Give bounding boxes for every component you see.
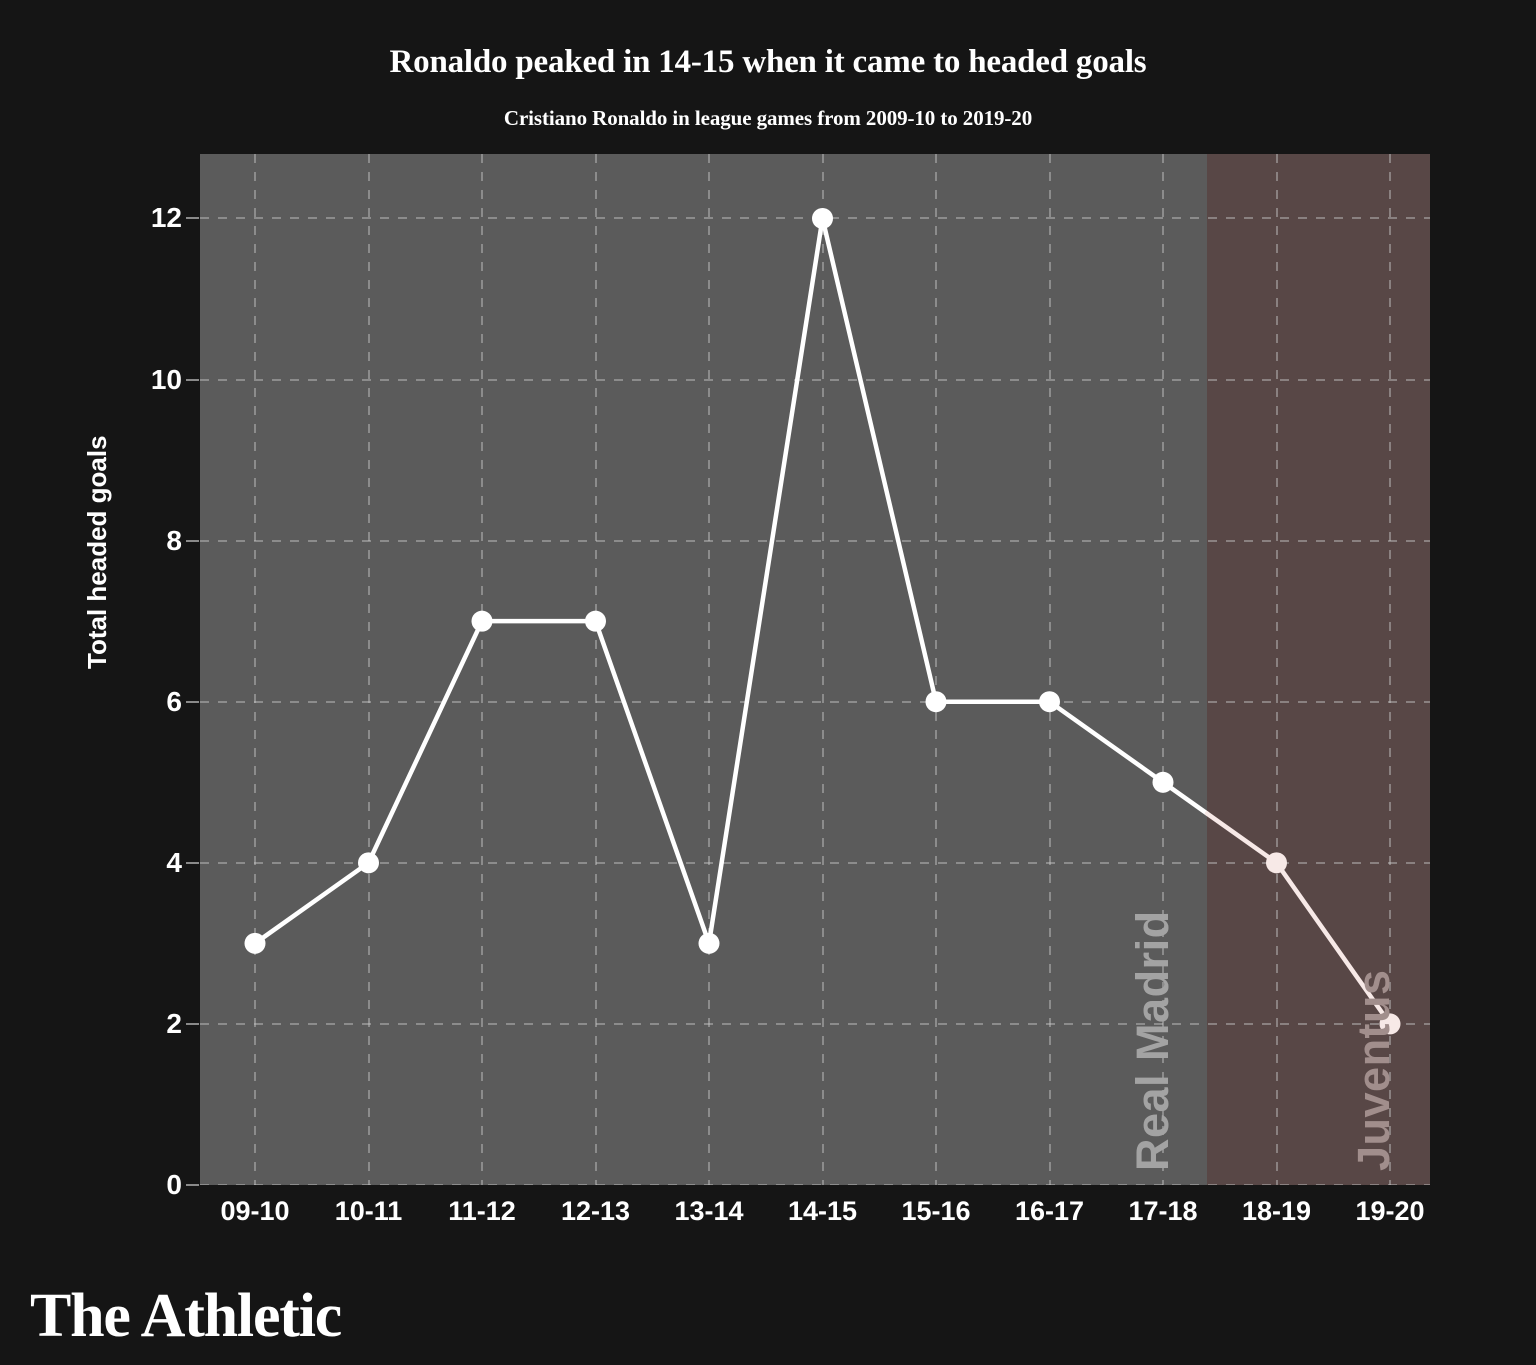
series-line-segment bbox=[366, 618, 485, 866]
page-title: Ronaldo peaked in 14-15 when it came to … bbox=[389, 44, 1147, 80]
x-axis-tick-label: 10-11 bbox=[334, 1196, 403, 1226]
x-axis-tick-label: 16-17 bbox=[1014, 1196, 1085, 1226]
gridline-horizontal bbox=[200, 539, 1430, 542]
x-axis-tick-label: 11-12 bbox=[448, 1196, 516, 1226]
series-line-segment bbox=[706, 216, 825, 946]
gridline-horizontal bbox=[200, 378, 1430, 381]
series-line-segment bbox=[593, 618, 712, 946]
x-axis-tick-label: 18-19 bbox=[1241, 1196, 1312, 1226]
y-axis-tick-mark bbox=[186, 700, 199, 703]
data-point-marker[interactable] bbox=[698, 932, 720, 954]
plot-area: Real Madrid Juventus bbox=[200, 154, 1430, 1185]
data-point-marker[interactable] bbox=[1152, 771, 1174, 793]
series-layer bbox=[244, 207, 1401, 1035]
y-axis-tick-mark bbox=[186, 1184, 199, 1186]
y-axis-tick-label: 4 bbox=[166, 846, 182, 878]
y-axis-tick-mark bbox=[186, 1022, 199, 1025]
gridline-vertical bbox=[935, 154, 937, 1185]
gridline-horizontal bbox=[200, 861, 1430, 864]
region-band-real-madrid bbox=[200, 154, 1207, 1185]
y-axis-tick-mark bbox=[186, 861, 199, 864]
y-axis-title: Total headed goals bbox=[82, 435, 112, 669]
y-axis-tick-label: 12 bbox=[150, 202, 182, 234]
region-label-juventus: Juventus bbox=[1348, 969, 1399, 1171]
chart-subtitle: Cristiano Ronaldo in league games from 2… bbox=[503, 106, 1033, 130]
gridline-vertical bbox=[708, 154, 710, 1185]
gridline-horizontal bbox=[200, 700, 1430, 703]
series-line-segment bbox=[1047, 699, 1166, 785]
y-axis-tick-label: 10 bbox=[150, 363, 182, 395]
region-band-juventus bbox=[1207, 154, 1430, 1185]
x-axis-tick-label: 09-10 bbox=[220, 1196, 290, 1226]
x-axis-tick-label: 17-18 bbox=[1128, 1196, 1198, 1226]
gridline-horizontal bbox=[200, 1184, 1430, 1185]
gridline-vertical bbox=[254, 154, 256, 1185]
gridline-vertical bbox=[1048, 154, 1051, 1185]
series-line-segment bbox=[820, 216, 939, 704]
series-line-segment bbox=[1204, 811, 1279, 866]
data-point-marker[interactable] bbox=[1266, 852, 1287, 874]
x-axis-tick-label: 15-16 bbox=[901, 1196, 971, 1226]
y-axis-tick-label: 0 bbox=[166, 1169, 182, 1200]
the-athletic-logo: The Athletic bbox=[30, 1282, 342, 1350]
data-point-marker[interactable] bbox=[471, 610, 493, 632]
y-axis-tick-label: 6 bbox=[166, 685, 182, 717]
data-point-marker[interactable] bbox=[812, 207, 833, 229]
data-point-marker[interactable] bbox=[358, 852, 379, 874]
gridline-vertical bbox=[367, 154, 370, 1185]
gridline-horizontal bbox=[200, 1022, 1430, 1025]
gridline-vertical bbox=[481, 154, 483, 1185]
gridline-vertical bbox=[1389, 154, 1391, 1185]
data-point-marker[interactable] bbox=[1379, 1013, 1401, 1035]
y-axis-tick-label: 8 bbox=[166, 524, 182, 556]
x-axis-tick-label: 19-20 bbox=[1355, 1196, 1425, 1226]
region-label-real-madrid: Real Madrid bbox=[1127, 910, 1178, 1171]
gridline-vertical bbox=[1162, 154, 1164, 1185]
data-point-marker[interactable] bbox=[1039, 691, 1060, 713]
x-axis-tick-label: 14-15 bbox=[787, 1196, 858, 1226]
y-axis-tick-mark bbox=[186, 539, 199, 542]
data-point-marker[interactable] bbox=[925, 691, 947, 713]
gridline-vertical bbox=[821, 154, 824, 1185]
y-axis-tick-label: 2 bbox=[166, 1007, 182, 1039]
x-axis-tick-label: 13-14 bbox=[674, 1196, 744, 1226]
x-axis-tick-label: 12-13 bbox=[560, 1196, 631, 1226]
gridlines bbox=[200, 154, 1430, 1185]
series-line-segment bbox=[252, 860, 371, 946]
series-line-segment bbox=[1274, 860, 1393, 1027]
gridline-vertical bbox=[594, 154, 597, 1185]
gridline-vertical bbox=[1275, 154, 1278, 1185]
y-axis-tick-mark bbox=[186, 217, 199, 220]
y-axis-tick-mark bbox=[186, 378, 199, 381]
data-point-marker[interactable] bbox=[244, 932, 266, 954]
data-point-marker[interactable] bbox=[585, 610, 606, 632]
